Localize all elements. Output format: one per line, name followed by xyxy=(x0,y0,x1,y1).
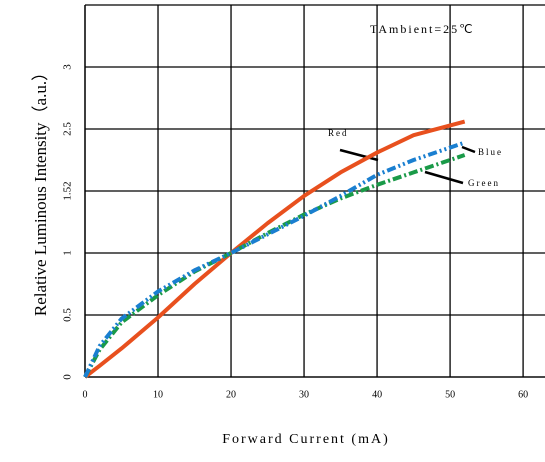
x-tick-label: 0 xyxy=(83,389,88,400)
y-tick-label: 1 xyxy=(62,250,74,256)
series-line xyxy=(83,140,466,378)
x-tick-label: 60 xyxy=(518,389,528,400)
x-tick-label: 30 xyxy=(299,389,309,400)
annotation: TAmbient=25℃ xyxy=(370,22,475,36)
series-line xyxy=(83,119,466,379)
series-label: Red xyxy=(328,128,349,138)
x-tick-label: 50 xyxy=(445,389,455,400)
x-axis-title: Forward Current (mA) xyxy=(222,432,390,447)
y-tick-label: 1.52 xyxy=(62,181,74,200)
x-tick-label: 10 xyxy=(153,389,163,400)
y-tick-label: 3 xyxy=(62,64,74,70)
leader-line xyxy=(424,170,464,185)
leader-line xyxy=(461,145,476,154)
series-line xyxy=(83,153,466,378)
x-tick-label: 20 xyxy=(226,389,236,400)
y-tick-label: 0 xyxy=(62,374,74,380)
leader-line xyxy=(339,148,379,162)
y-tick-label: 2.5 xyxy=(62,122,74,136)
y-tick-label: 0.5 xyxy=(62,308,74,322)
series-label: Green xyxy=(468,178,500,188)
series-label: Blue xyxy=(478,147,503,157)
x-tick-label: 40 xyxy=(372,389,382,400)
y-axis-title: Relative Luminous Intensity（a.u.） xyxy=(31,64,50,316)
